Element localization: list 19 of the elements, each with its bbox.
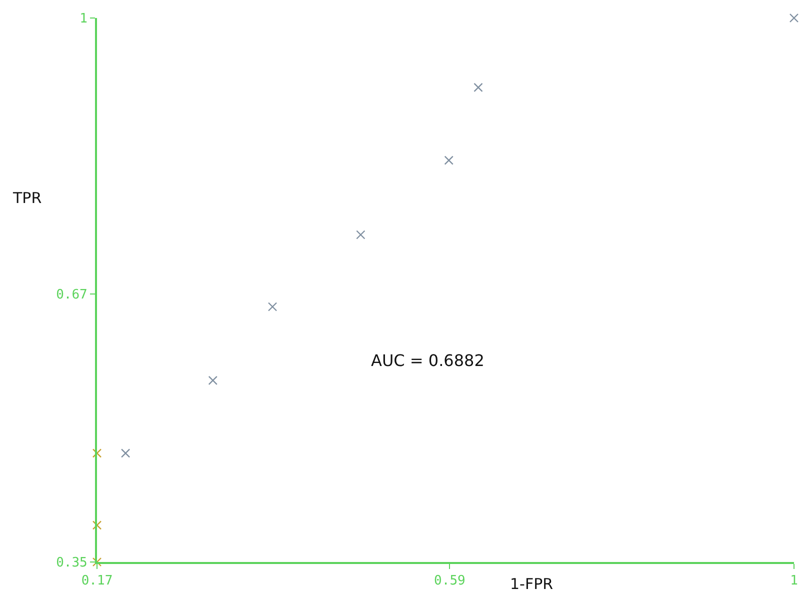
point bbox=[356, 230, 366, 240]
point bbox=[208, 376, 218, 385]
x-axis-title: 1-FPR bbox=[510, 575, 554, 593]
point bbox=[474, 82, 483, 92]
y-tick-label: 0.67 bbox=[56, 288, 88, 303]
x-tick-label: 0.17 bbox=[81, 574, 113, 589]
point bbox=[92, 520, 102, 530]
y-axis-title: TPR bbox=[12, 189, 42, 207]
y-tick-label: 1 bbox=[80, 12, 88, 27]
point bbox=[789, 13, 799, 23]
point bbox=[92, 557, 102, 567]
point bbox=[120, 448, 130, 458]
y-tick-label: 0.35 bbox=[56, 556, 88, 571]
point bbox=[92, 448, 102, 458]
x-tick-label: 1 bbox=[790, 574, 798, 589]
annotation: AUC = 0.6882 bbox=[371, 351, 484, 370]
point bbox=[268, 302, 278, 312]
point bbox=[444, 156, 454, 165]
x-tick-label: 0.59 bbox=[434, 574, 466, 589]
